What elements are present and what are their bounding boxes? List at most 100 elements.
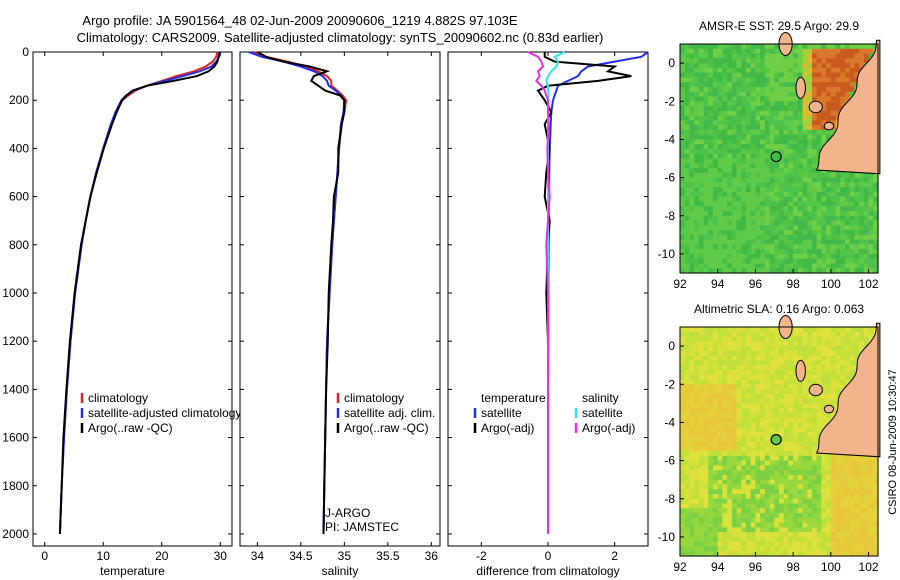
map-cell: [868, 474, 874, 481]
map-cell: [830, 120, 837, 126]
map-cell: [741, 455, 747, 462]
map-cell: [717, 398, 723, 404]
map-cell: [731, 470, 738, 476]
map-cell: [755, 211, 761, 217]
map-cell: [717, 393, 723, 400]
map-cell: [722, 53, 728, 59]
map-cell: [750, 230, 756, 236]
map-cell: [769, 451, 775, 457]
map-cell: [741, 220, 747, 226]
map-cell: [736, 201, 742, 207]
map-cell: [774, 527, 780, 533]
map-cell: [807, 455, 813, 462]
map-cell: [845, 215, 851, 222]
map-cell: [835, 253, 841, 260]
map-cell: [746, 536, 752, 543]
map-cell: [835, 517, 841, 524]
map-cell: [816, 115, 822, 121]
map-cell: [802, 350, 808, 357]
map-cell: [802, 172, 808, 179]
map-cell: [840, 532, 846, 538]
map-cell: [717, 63, 723, 69]
map-cell: [694, 187, 700, 193]
map-cell: [731, 129, 738, 136]
map-cell: [859, 503, 865, 509]
map-cell: [769, 44, 775, 50]
map-cell: [774, 369, 780, 376]
map-cell: [779, 451, 785, 457]
map-cell: [802, 253, 808, 260]
map-cell: [703, 196, 709, 203]
map-cell: [769, 412, 775, 419]
map-cell: [826, 393, 832, 400]
map-cell: [698, 134, 705, 140]
map-cell: [760, 517, 766, 524]
map-cell: [774, 517, 780, 524]
map-cell: [769, 215, 775, 222]
map-cell: [746, 412, 752, 419]
map-cell: [760, 541, 766, 548]
map-cell: [779, 494, 785, 500]
map-cell: [741, 327, 747, 333]
map-cell: [731, 355, 738, 361]
map-cell: [717, 408, 723, 414]
map-cell: [797, 244, 804, 250]
map-cell: [708, 374, 714, 381]
map-cell: [830, 470, 837, 476]
map-cell: [764, 451, 771, 457]
map-cell: [684, 417, 690, 423]
map-cell: [684, 403, 690, 409]
map-cell: [736, 144, 742, 150]
map-cell: [713, 470, 719, 476]
map-cell: [774, 239, 780, 245]
map-cell: [783, 451, 789, 457]
map-cell: [750, 120, 756, 126]
map-cell: [793, 53, 799, 59]
map-cell: [703, 336, 709, 342]
map-cell: [731, 446, 738, 452]
map-cell: [807, 172, 813, 179]
map-cell: [788, 234, 794, 241]
map-cell: [807, 517, 813, 524]
map-cell: [746, 479, 752, 486]
map-cell: [769, 172, 775, 179]
map-cell: [830, 474, 837, 481]
map-cell: [807, 365, 813, 371]
map-cell: [783, 470, 789, 476]
map-cell: [746, 422, 752, 428]
map-cell: [821, 384, 827, 390]
map-cell: [788, 350, 794, 357]
map-cell: [746, 389, 752, 395]
map-cell: [769, 403, 775, 409]
map-cell: [694, 369, 700, 376]
map-cell: [750, 91, 756, 98]
map-cell: [793, 336, 799, 342]
map-cell: [797, 331, 804, 338]
map-cell: [731, 465, 738, 471]
map-cell: [703, 522, 709, 528]
map-cell: [703, 489, 709, 495]
map-cell: [764, 341, 771, 347]
map-cell: [764, 110, 771, 117]
map-cell: [793, 172, 799, 179]
map-cell: [684, 494, 690, 500]
map-cell: [863, 48, 870, 55]
map-cell: [746, 201, 752, 207]
map-cell: [717, 144, 723, 150]
map-cell: [713, 53, 719, 59]
map-cell: [868, 489, 874, 495]
map-cell: [788, 498, 794, 505]
map-cell: [703, 177, 709, 183]
map-cell: [774, 206, 780, 212]
map-cell: [750, 134, 756, 140]
map-cell: [797, 196, 804, 203]
map-cell: [760, 546, 766, 552]
map-cell: [755, 158, 761, 164]
map-cell: [779, 115, 785, 121]
map-cell: [793, 503, 799, 509]
map-cell: [868, 498, 874, 505]
map-cell: [717, 412, 723, 419]
map-cell: [755, 551, 761, 557]
map-cell: [698, 177, 705, 183]
map-cell: [826, 551, 832, 557]
